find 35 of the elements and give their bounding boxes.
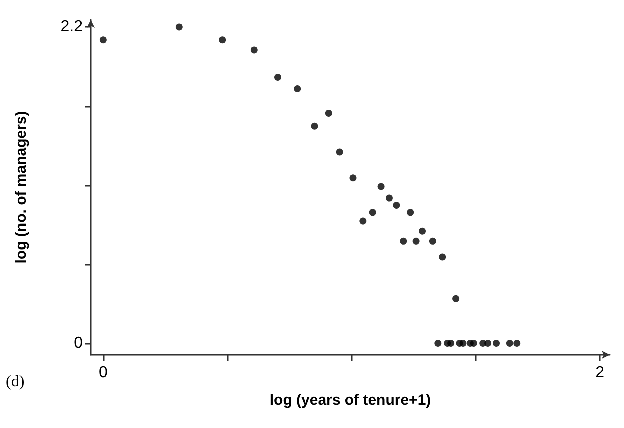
point [294,86,302,93]
y-tick-label: 2.2 [60,18,84,36]
point [393,202,400,209]
point [336,148,344,156]
point [250,46,258,54]
point [434,340,442,347]
x-tick-label: 2 [596,364,605,382]
point [350,174,357,182]
point [311,122,318,130]
point [386,194,393,202]
point [219,36,226,44]
point [325,110,332,117]
point [493,340,500,347]
point [429,238,436,245]
point [484,340,492,347]
point [419,228,426,235]
text: (d) [6,374,25,390]
point [514,340,521,347]
point [176,24,183,31]
point [407,209,414,216]
point [439,254,446,261]
point [452,295,460,302]
point [448,340,455,347]
x-axis-title: log (years of tenure+1) [270,392,432,409]
point [100,36,107,44]
point [400,238,408,245]
point [470,340,478,347]
point [369,209,376,216]
point [506,340,514,347]
point [378,183,385,190]
point [460,340,467,347]
y-axis-title: log (no. of managers) [13,111,30,264]
point [360,218,367,225]
point [274,74,282,82]
point [412,238,420,245]
